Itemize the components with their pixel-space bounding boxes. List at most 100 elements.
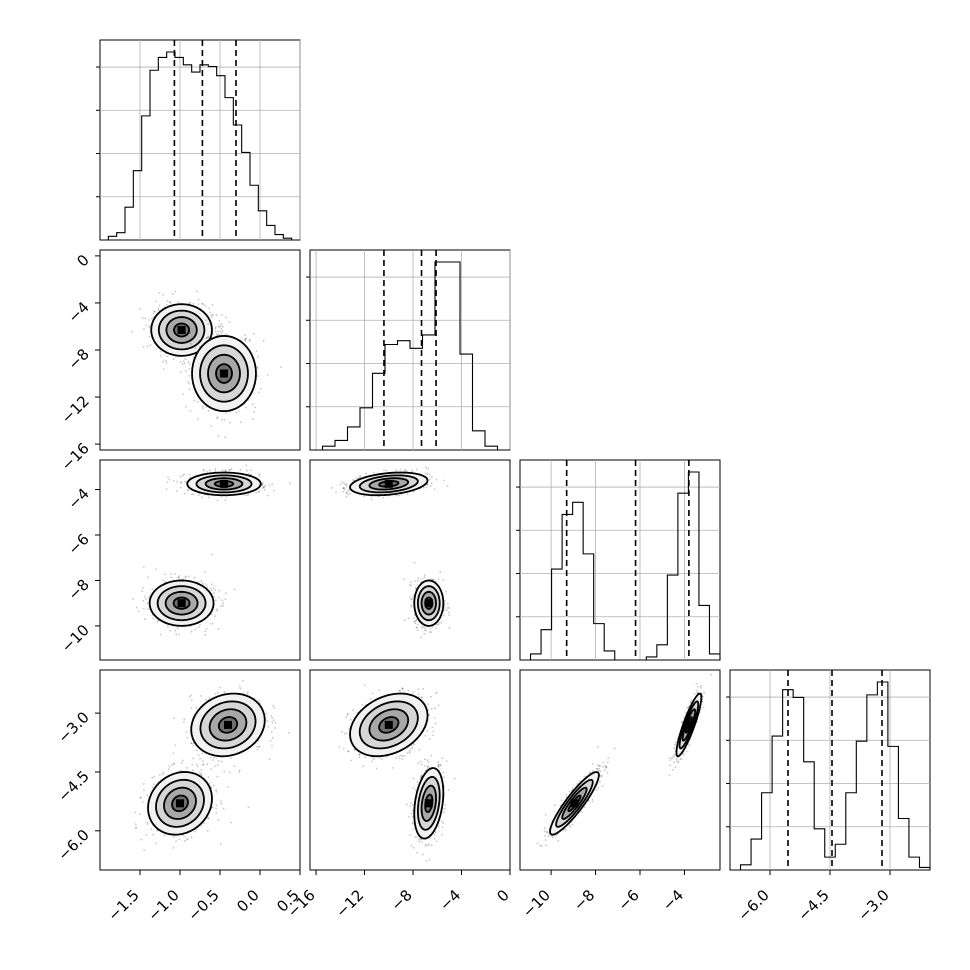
scatter-point (155, 842, 158, 845)
scatter-point (142, 587, 145, 589)
scatter-point (221, 314, 223, 316)
scatter-point (345, 485, 348, 488)
scatter-point (145, 597, 148, 600)
scatter-point (258, 745, 260, 748)
scatter-point (214, 327, 217, 330)
scatter-point (423, 633, 426, 635)
scatter-point (207, 817, 210, 820)
scatter-point (407, 617, 410, 620)
scatter-point (238, 410, 240, 413)
scatter-point (135, 606, 138, 609)
scatter-point (180, 481, 183, 484)
scatter-point (165, 362, 168, 364)
scatter-point (187, 489, 190, 492)
scatter-point (405, 470, 408, 472)
joint-content-1-0 (131, 290, 282, 439)
scatter-point (132, 598, 135, 600)
scatter-point (244, 339, 246, 341)
scatter-point (205, 627, 208, 630)
scatter-point (424, 629, 426, 632)
contour-1-0 (191, 334, 257, 413)
scatter-point (224, 470, 227, 472)
scatter-point (255, 350, 258, 352)
scatter-point (238, 769, 241, 772)
scatter-point (202, 763, 205, 766)
scatter-point (197, 298, 200, 301)
scatter-point (210, 587, 212, 590)
scatter-point (355, 477, 358, 479)
diag-panel-0 (96, 39, 301, 241)
scatter-point (345, 495, 348, 498)
scatter-point (242, 692, 245, 694)
scatter-point (211, 304, 214, 306)
scatter-point (244, 339, 247, 342)
scatter-point (178, 575, 181, 577)
scatter-point (413, 617, 415, 620)
scatter-point (211, 806, 214, 809)
scatter-point (220, 495, 223, 498)
scatter-point (179, 486, 182, 489)
scatter-point (351, 479, 354, 481)
diag-panel-1 (306, 249, 511, 451)
scatter-point (272, 704, 275, 707)
contour-1-2 (420, 590, 437, 616)
scatter-point (226, 786, 229, 788)
scatter-point (271, 717, 274, 719)
scatter-point (199, 624, 201, 626)
scatter-point (148, 335, 151, 338)
scatter-point (240, 421, 242, 424)
scatter-point (137, 610, 140, 613)
scatter-point (262, 481, 264, 484)
scatter-point (445, 590, 447, 593)
scatter-point (182, 834, 185, 837)
scatter-point (187, 575, 190, 578)
scatter-point (423, 576, 426, 578)
scatter-point (165, 355, 168, 357)
scatter-point (244, 334, 247, 336)
scatter-point (233, 765, 236, 768)
scatter-point (257, 491, 260, 493)
scatter-point (156, 829, 159, 832)
contour-0-1 (199, 700, 257, 750)
scatter-point (247, 473, 250, 475)
scatter-point (192, 493, 195, 496)
scatter-point (154, 300, 157, 303)
scatter-point (216, 499, 219, 502)
scatter-point (382, 496, 384, 499)
scatter-point (188, 374, 191, 377)
scatter-point (143, 595, 146, 598)
diag-frame-1 (309, 249, 511, 451)
scatter-point (131, 330, 134, 333)
scatter-point (194, 347, 197, 350)
scatter-point (147, 576, 149, 578)
scatter-point (246, 691, 249, 693)
joint-frame-2-0 (99, 459, 301, 661)
scatter-point (403, 619, 406, 622)
histogram-1 (310, 261, 510, 451)
scatter-point (416, 626, 418, 628)
joint-panel-1-0 (99, 249, 301, 451)
scatter-point (414, 620, 417, 622)
joint-content-2-1 (330, 466, 451, 639)
scatter-point (141, 590, 144, 593)
scatter-point (151, 317, 153, 320)
scatter-point (188, 302, 191, 305)
scatter-point (191, 764, 194, 766)
scatter-point (263, 488, 266, 491)
scatter-point (144, 618, 146, 621)
scatter-point (330, 487, 333, 489)
scatter-point (183, 718, 186, 721)
scatter-point (218, 326, 221, 329)
scatter-point (426, 483, 429, 486)
scatter-point (424, 574, 426, 576)
scatter-point (261, 483, 264, 486)
scatter-point (273, 489, 275, 492)
scatter-point (141, 316, 144, 319)
scatter-point (145, 834, 148, 836)
scatter-point (261, 483, 263, 485)
contour-0-0 (349, 471, 429, 497)
joint-panel-2-1 (309, 459, 511, 661)
scatter-point (201, 582, 204, 584)
scatter-point (210, 314, 213, 317)
scatter-point (224, 316, 227, 319)
